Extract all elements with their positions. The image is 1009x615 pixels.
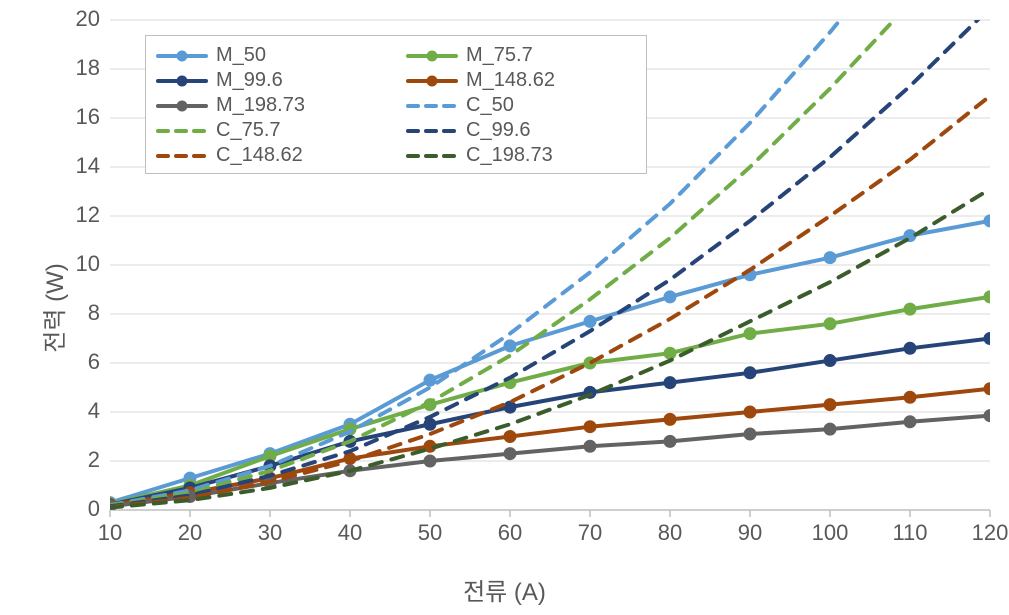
x-tick-label: 90 <box>730 520 770 546</box>
legend-row: M_99.6 M_148.62 <box>156 69 636 92</box>
series-marker-M_198.73 <box>424 455 436 467</box>
y-tick-label: 6 <box>88 349 100 375</box>
x-tick-label: 10 <box>90 520 130 546</box>
x-tick-label: 80 <box>650 520 690 546</box>
legend-swatch-C_99.6 <box>406 122 458 140</box>
legend-item-M_198.73: M_198.73 <box>156 94 386 117</box>
series-marker-M_50 <box>824 252 836 264</box>
legend-row: M_50 M_75.7 <box>156 44 636 67</box>
series-marker-M_148.62 <box>904 391 916 403</box>
legend-swatch-C_75.7 <box>156 122 208 140</box>
series-marker-M_148.62 <box>584 421 596 433</box>
legend-item-C_198.73: C_198.73 <box>406 144 636 167</box>
legend-label: M_198.73 <box>216 94 305 117</box>
legend-item-M_99.6: M_99.6 <box>156 69 386 92</box>
legend-label: M_99.6 <box>216 69 283 92</box>
legend-label: M_148.62 <box>466 69 555 92</box>
legend-item-C_148.62: C_148.62 <box>156 144 386 167</box>
series-marker-M_148.62 <box>664 413 676 425</box>
series-marker-M_50 <box>664 291 676 303</box>
legend-row: C_75.7 C_99.6 <box>156 119 636 142</box>
legend-label: C_198.73 <box>466 144 553 167</box>
y-tick-label: 10 <box>76 251 100 277</box>
series-marker-M_75.7 <box>904 303 916 315</box>
x-tick-label: 30 <box>250 520 290 546</box>
legend-label: M_50 <box>216 44 266 67</box>
y-tick-label: 4 <box>88 398 100 424</box>
legend-swatch-M_99.6 <box>156 72 208 90</box>
y-tick-label: 14 <box>76 153 100 179</box>
series-marker-M_99.6 <box>744 367 756 379</box>
series-marker-M_99.6 <box>904 342 916 354</box>
series-marker-M_148.62 <box>504 431 516 443</box>
legend-label: M_75.7 <box>466 44 533 67</box>
x-tick-label: 110 <box>890 520 930 546</box>
legend-label: C_99.6 <box>466 119 531 142</box>
x-tick-label: 100 <box>810 520 850 546</box>
series-marker-M_75.7 <box>744 328 756 340</box>
x-tick-label: 60 <box>490 520 530 546</box>
y-tick-label: 20 <box>76 6 100 32</box>
series-marker-M_198.73 <box>584 440 596 452</box>
x-tick-label: 40 <box>330 520 370 546</box>
series-marker-M_99.6 <box>824 355 836 367</box>
y-tick-label: 0 <box>88 496 100 522</box>
legend-item-C_75.7: C_75.7 <box>156 119 386 142</box>
y-axis-title: 전력 (W) <box>35 263 70 352</box>
legend-swatch-M_198.73 <box>156 97 208 115</box>
legend-swatch-M_75.7 <box>406 47 458 65</box>
series-marker-M_99.6 <box>664 377 676 389</box>
series-marker-M_148.62 <box>744 406 756 418</box>
series-marker-M_75.7 <box>824 318 836 330</box>
series-marker-M_99.6 <box>504 401 516 413</box>
y-tick-label: 16 <box>76 104 100 130</box>
legend-row: C_148.62 C_198.73 <box>156 144 636 167</box>
x-tick-label: 70 <box>570 520 610 546</box>
series-marker-M_198.73 <box>744 428 756 440</box>
legend-item-M_75.7: M_75.7 <box>406 44 636 67</box>
series-marker-M_75.7 <box>664 347 676 359</box>
y-tick-label: 2 <box>88 447 100 473</box>
x-tick-label: 50 <box>410 520 450 546</box>
y-tick-label: 12 <box>76 202 100 228</box>
legend-swatch-C_148.62 <box>156 147 208 165</box>
y-tick-label: 18 <box>76 55 100 81</box>
legend-swatch-M_50 <box>156 47 208 65</box>
y-tick-label: 8 <box>88 300 100 326</box>
series-marker-M_50 <box>584 315 596 327</box>
legend-item-M_148.62: M_148.62 <box>406 69 636 92</box>
legend: M_50M_75.7M_99.6M_148.62M_198.73C_50C_75… <box>145 35 647 174</box>
legend-item-C_99.6: C_99.6 <box>406 119 636 142</box>
x-axis-title: 전류 (A) <box>463 572 546 607</box>
legend-label: C_75.7 <box>216 119 281 142</box>
legend-label: C_148.62 <box>216 144 303 167</box>
series-marker-M_198.73 <box>824 423 836 435</box>
legend-swatch-M_148.62 <box>406 72 458 90</box>
x-tick-label: 20 <box>170 520 210 546</box>
legend-item-C_50: C_50 <box>406 94 636 117</box>
legend-swatch-C_198.73 <box>406 147 458 165</box>
series-marker-M_50 <box>504 340 516 352</box>
series-marker-M_50 <box>424 374 436 386</box>
series-marker-M_148.62 <box>824 399 836 411</box>
series-marker-M_198.73 <box>904 416 916 428</box>
x-tick-label: 120 <box>970 520 1009 546</box>
legend-label: C_50 <box>466 94 514 117</box>
legend-item-M_50: M_50 <box>156 44 386 67</box>
legend-swatch-C_50 <box>406 97 458 115</box>
series-marker-M_198.73 <box>504 448 516 460</box>
chart-container: 전력 (W) 전류 (A) M_50M_75.7M_99.6M_148.62M_… <box>0 0 1009 615</box>
series-marker-M_198.73 <box>664 435 676 447</box>
legend-row: M_198.73 C_50 <box>156 94 636 117</box>
